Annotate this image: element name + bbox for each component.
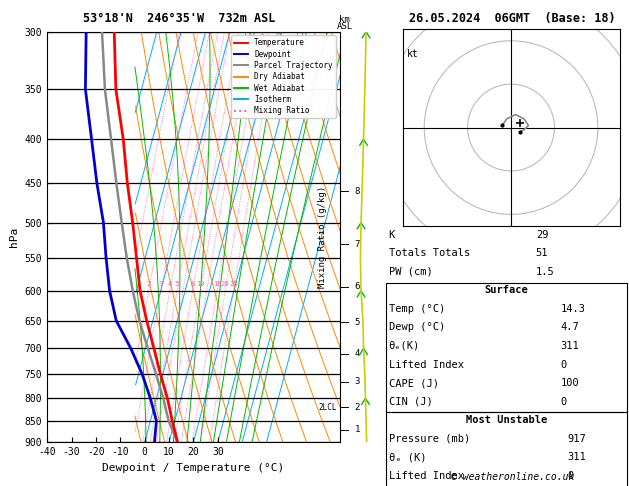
Text: 16: 16: [213, 281, 221, 287]
Text: CIN (J): CIN (J): [389, 397, 432, 407]
Text: 6: 6: [355, 282, 360, 292]
Text: 10: 10: [196, 281, 204, 287]
Text: 311: 311: [568, 452, 586, 462]
X-axis label: Dewpoint / Temperature (°C): Dewpoint / Temperature (°C): [103, 463, 284, 473]
Text: 0: 0: [560, 360, 567, 369]
Text: 3: 3: [355, 377, 360, 386]
Text: θₑ(K): θₑ(K): [389, 341, 420, 351]
Text: 53°18'N  246°35'W  732m ASL: 53°18'N 246°35'W 732m ASL: [83, 12, 276, 25]
Text: 8: 8: [355, 187, 360, 196]
Text: 0: 0: [560, 397, 567, 407]
Text: Totals Totals: Totals Totals: [389, 248, 470, 258]
Text: 7: 7: [355, 240, 360, 249]
Text: Surface: Surface: [484, 285, 528, 295]
Text: 4: 4: [355, 349, 360, 358]
Text: km: km: [339, 15, 350, 24]
Y-axis label: hPa: hPa: [9, 227, 19, 247]
Text: 100: 100: [560, 378, 579, 388]
Text: 2: 2: [147, 281, 151, 287]
Text: 4: 4: [168, 281, 172, 287]
Text: CAPE (J): CAPE (J): [389, 378, 438, 388]
Text: Pressure (mb): Pressure (mb): [389, 434, 470, 444]
Legend: Temperature, Dewpoint, Parcel Trajectory, Dry Adiabat, Wet Adiabat, Isotherm, Mi: Temperature, Dewpoint, Parcel Trajectory…: [231, 35, 336, 118]
Text: 26.05.2024  06GMT  (Base: 18): 26.05.2024 06GMT (Base: 18): [409, 12, 616, 25]
Text: 1.5: 1.5: [536, 267, 555, 277]
Text: 0: 0: [568, 471, 574, 481]
Text: kt: kt: [407, 50, 419, 59]
Text: ASL: ASL: [337, 22, 353, 31]
Text: 51: 51: [536, 248, 548, 258]
Text: 3: 3: [159, 281, 163, 287]
Text: K: K: [389, 230, 395, 240]
Text: 14.3: 14.3: [560, 304, 586, 314]
Text: 20: 20: [221, 281, 230, 287]
Text: Lifted Index: Lifted Index: [389, 471, 464, 481]
Text: Most Unstable: Most Unstable: [465, 415, 547, 425]
Text: 25: 25: [230, 281, 238, 287]
Text: 4.7: 4.7: [560, 322, 579, 332]
Text: 311: 311: [560, 341, 579, 351]
Text: Dewp (°C): Dewp (°C): [389, 322, 445, 332]
Text: 29: 29: [536, 230, 548, 240]
Text: 1: 1: [355, 425, 360, 434]
Text: 2LCL: 2LCL: [319, 403, 337, 412]
Text: Temp (°C): Temp (°C): [389, 304, 445, 314]
Bar: [386, 413, 626, 486]
Text: 2: 2: [355, 403, 360, 412]
Text: 5: 5: [355, 318, 360, 327]
Text: PW (cm): PW (cm): [389, 267, 432, 277]
Text: Lifted Index: Lifted Index: [389, 360, 464, 369]
Text: Mixing Ratio (g/kg): Mixing Ratio (g/kg): [318, 186, 327, 288]
Text: 8: 8: [191, 281, 195, 287]
Text: 917: 917: [568, 434, 586, 444]
Text: θₑ (K): θₑ (K): [389, 452, 426, 462]
Text: 5: 5: [175, 281, 179, 287]
Bar: [386, 282, 626, 413]
Text: © weatheronline.co.uk: © weatheronline.co.uk: [451, 472, 574, 482]
